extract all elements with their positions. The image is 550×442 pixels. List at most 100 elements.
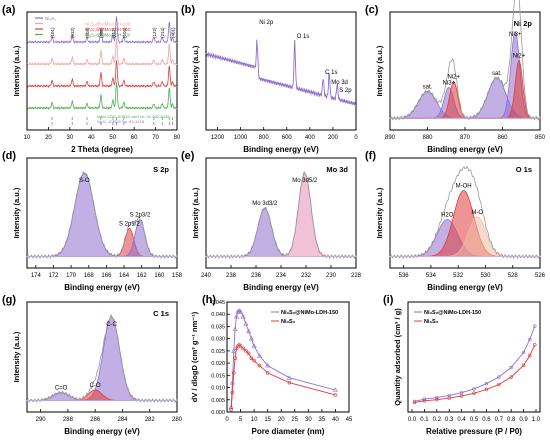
- raw-data-line: [389, 165, 541, 259]
- data-point: [435, 398, 439, 402]
- x-tick-label: 240: [201, 273, 212, 279]
- x-tick-label: 526: [535, 273, 546, 279]
- x-tick-label: 0.2: [433, 417, 442, 423]
- peak-label: Ni3+: [443, 80, 456, 86]
- peak-label: Mo 3d: [331, 80, 348, 86]
- data-point: [246, 351, 251, 356]
- peak-label: C 1s: [325, 70, 337, 76]
- miller-index-label: (101): [50, 27, 55, 38]
- peak-label: Mo 3d3/2: [252, 201, 278, 207]
- x-tick-label: 288: [63, 417, 74, 423]
- data-point: [230, 390, 235, 395]
- panel-c: (c) Binding energy (eV) Intensity (a.u.) Ni…: [365, 0, 546, 154]
- plot-frame: [26, 157, 178, 269]
- x-tick-label: 0.1: [420, 417, 429, 423]
- data-point: [265, 371, 270, 375]
- data-point: [287, 380, 292, 385]
- panel-title: S 2p: [153, 165, 169, 174]
- xrd-pattern: [26, 60, 178, 89]
- x-tick-label: 230: [326, 273, 337, 279]
- legend-label: Ni₃S₂: [424, 319, 439, 325]
- x-tick-label: 35: [319, 417, 326, 423]
- x-tick-label: 45: [346, 417, 353, 423]
- data-point: [484, 381, 489, 386]
- data-point: [265, 362, 271, 368]
- panel-h: (h) Pore diameter (nm) dV / dlogD (cm³ g⁻¹…: [190, 294, 353, 436]
- x-tick-label: 160: [154, 273, 165, 279]
- data-point: [472, 387, 476, 391]
- y-tick-label: 0.015: [211, 373, 225, 379]
- data-point: [252, 358, 256, 363]
- peak-label: C=O: [55, 386, 68, 392]
- peak-label: C-O: [90, 383, 101, 389]
- peak-label: Ni3+: [509, 32, 522, 38]
- x-tick-label: 60: [131, 135, 138, 141]
- x-tick-label: 880: [422, 135, 433, 141]
- data-point: [459, 391, 464, 395]
- legend-label: Ni₃S₂@NiMo-LDH-150: [85, 27, 131, 32]
- x-axis-label: 2 Theta (degree): [71, 145, 133, 154]
- data-point: [231, 348, 237, 353]
- x-tick-label: 30: [305, 417, 312, 423]
- component-peak: [26, 172, 178, 257]
- panel-e: (e) Binding energy (eV) Intensity (a.u.) Mo…: [181, 150, 362, 292]
- x-tick-label: 80: [174, 135, 181, 141]
- series-line: [230, 310, 336, 408]
- x-tick-label: 40: [332, 417, 339, 423]
- x-tick-label: 5: [239, 417, 243, 423]
- y-axis-label: Intensity (a.u.): [12, 45, 21, 96]
- x-tick-label: 15: [264, 417, 271, 423]
- x-tick-label: 10: [24, 135, 31, 141]
- peak-label: S-O: [79, 178, 90, 184]
- isotherm-line: [414, 344, 536, 403]
- xrd-pattern: [26, 38, 178, 67]
- x-tick-label: 282: [145, 417, 156, 423]
- x-axis-label: Binding energy (eV): [427, 145, 503, 154]
- panel-f: (f) Binding energy (eV) Intensity (a.u.) O …: [365, 150, 546, 292]
- data-point: [243, 321, 249, 326]
- x-axis-label: Pore diameter (nm): [252, 427, 325, 436]
- data-point: [244, 349, 248, 353]
- x-tick-label: 290: [36, 417, 47, 423]
- panel-label: (g): [2, 294, 16, 306]
- data-point: [332, 387, 338, 392]
- panel-label: (e): [181, 150, 195, 162]
- y-tick-label: 0.020: [211, 361, 225, 367]
- panel-label: (b): [181, 4, 195, 16]
- data-point: [241, 346, 246, 351]
- data-point: [509, 365, 513, 370]
- data-point: [412, 399, 417, 404]
- data-point: [533, 324, 537, 328]
- data-point: [240, 314, 246, 319]
- data-point: [333, 393, 338, 397]
- x-tick-label: 164: [119, 273, 130, 279]
- x-tick-label: 20: [45, 135, 52, 141]
- x-tick-label: 0.3: [445, 417, 454, 423]
- x-tick-label: 286: [90, 417, 101, 423]
- panel-b: (b) Binding energy (eV) Intensity (a.u.) 12…: [181, 4, 358, 154]
- peak-label: S 2p3/2: [130, 213, 151, 219]
- x-tick-label: 234: [276, 273, 287, 279]
- panel-label: (a): [2, 4, 16, 16]
- x-tick-label: 50: [109, 135, 116, 141]
- x-tick-label: 170: [66, 273, 77, 279]
- miller-index-label: (113): [111, 27, 116, 38]
- x-tick-label: 0.6: [482, 417, 491, 423]
- x-tick-label: 1200: [211, 135, 225, 141]
- x-tick-label: 534: [426, 273, 437, 279]
- x-axis-label: Binding energy (eV): [243, 283, 319, 292]
- data-point: [251, 343, 257, 348]
- panel-a: (a) 2 Theta (degree) Intensity (a.u.) 10 20 3…: [2, 4, 181, 154]
- x-tick-label: 400: [305, 135, 316, 141]
- data-point: [521, 350, 526, 355]
- x-tick-label: 1000: [234, 135, 248, 141]
- component-peak: [389, 60, 541, 119]
- data-point: [249, 356, 254, 361]
- x-tick-label: 860: [497, 135, 508, 141]
- miller-index-label: (214): [160, 27, 165, 38]
- x-tick-label: 0.7: [495, 417, 504, 423]
- plot-frame: [205, 157, 357, 269]
- x-tick-label: 0.9: [519, 417, 528, 423]
- miller-index-label: (202): [99, 27, 104, 38]
